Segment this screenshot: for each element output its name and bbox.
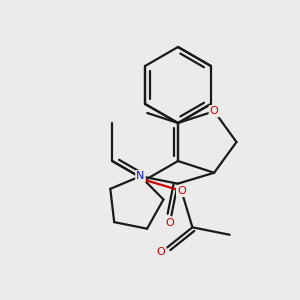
Text: O: O — [166, 218, 174, 228]
Text: O: O — [177, 186, 186, 196]
Text: O: O — [157, 248, 165, 257]
Text: O: O — [210, 106, 218, 116]
Text: N: N — [136, 171, 145, 181]
